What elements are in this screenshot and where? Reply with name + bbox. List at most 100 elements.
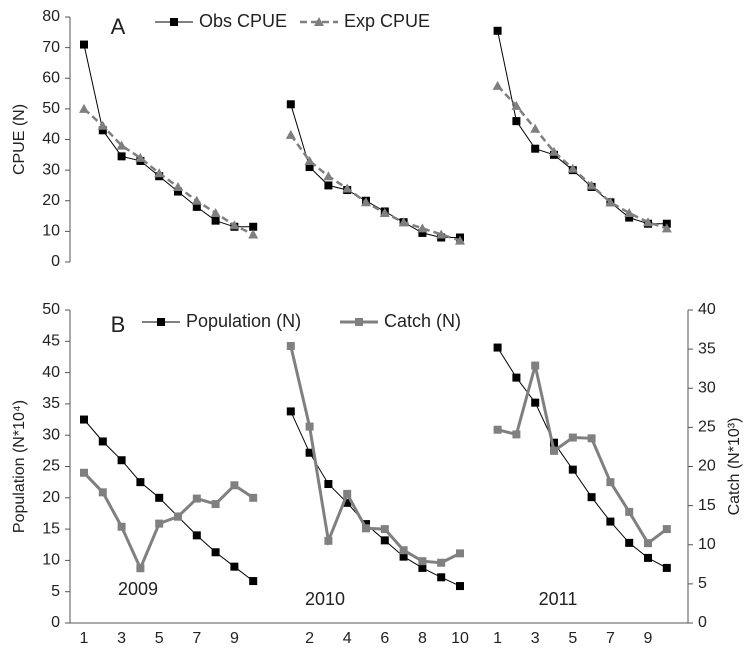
y-tick-label: 10 — [42, 223, 60, 240]
marker — [512, 430, 521, 439]
marker — [380, 536, 389, 545]
marker — [437, 558, 446, 567]
marker — [304, 155, 315, 165]
marker — [380, 525, 389, 534]
marker — [355, 318, 363, 326]
y2-tick-label: 20 — [698, 458, 716, 475]
marker — [568, 465, 577, 474]
y-tick-label: 80 — [42, 8, 60, 25]
marker — [230, 562, 239, 571]
y-axis-label: CPUE (N) — [11, 104, 28, 175]
marker — [587, 434, 596, 443]
marker — [530, 123, 541, 133]
x-tick-label: 2 — [305, 630, 314, 647]
y2-tick-label: 30 — [698, 379, 716, 396]
marker — [305, 448, 314, 457]
marker — [117, 522, 126, 531]
y2-tick-label: 0 — [698, 614, 707, 631]
marker — [661, 223, 672, 233]
y2-tick-label: 35 — [698, 340, 716, 357]
x-tick-label: 5 — [568, 630, 577, 647]
marker — [437, 573, 446, 582]
marker — [436, 229, 447, 239]
y2-tick-label: 10 — [698, 536, 716, 553]
marker — [229, 220, 240, 230]
marker — [192, 531, 201, 540]
x-tick-label: 7 — [192, 630, 201, 647]
marker — [456, 549, 464, 558]
marker — [211, 548, 220, 557]
marker — [80, 468, 88, 477]
marker — [342, 183, 353, 193]
marker — [531, 144, 540, 153]
marker — [210, 208, 221, 217]
marker — [116, 140, 127, 150]
y-tick-label: 50 — [42, 100, 60, 117]
legend-label: Population (N) — [186, 311, 301, 331]
marker — [135, 152, 146, 162]
x-tick-label: 1 — [80, 630, 89, 647]
annotation: 2010 — [305, 589, 345, 609]
marker — [492, 80, 503, 90]
marker — [362, 524, 370, 533]
marker — [211, 500, 220, 509]
marker — [512, 117, 521, 126]
marker — [117, 456, 126, 465]
legend-label: Obs CPUE — [199, 11, 287, 31]
y-tick-label: 20 — [42, 489, 60, 506]
marker — [343, 498, 352, 507]
marker — [662, 563, 671, 572]
series-line — [82, 345, 668, 572]
marker — [531, 398, 540, 407]
marker — [248, 229, 259, 239]
marker — [324, 181, 333, 190]
marker — [192, 202, 201, 211]
legend-label: Exp CPUE — [344, 11, 430, 31]
marker — [379, 208, 390, 217]
x-tick-label: 10 — [451, 630, 469, 647]
y-tick-label: 10 — [42, 552, 60, 569]
marker — [418, 563, 427, 572]
x-tick-label: 7 — [606, 630, 615, 647]
y-tick-label: 45 — [42, 333, 60, 350]
annotation: B — [111, 312, 126, 337]
marker — [249, 222, 258, 231]
marker — [286, 341, 295, 350]
marker — [643, 217, 653, 227]
marker — [455, 235, 465, 245]
marker — [155, 519, 164, 528]
marker — [305, 163, 314, 172]
marker — [550, 446, 558, 455]
marker — [117, 152, 126, 161]
marker — [98, 437, 107, 446]
marker — [625, 213, 634, 222]
marker — [398, 217, 409, 227]
annotation: A — [111, 14, 126, 39]
y-tick-label: 40 — [42, 131, 60, 148]
y2-tick-label: 25 — [698, 419, 716, 436]
x-tick-label: 8 — [418, 630, 427, 647]
marker — [606, 478, 615, 487]
marker — [568, 433, 577, 442]
x-tick-label: 3 — [531, 630, 540, 647]
marker — [625, 538, 634, 547]
marker — [249, 493, 258, 502]
x-tick-label: 1 — [493, 630, 502, 647]
marker — [136, 564, 145, 573]
marker — [644, 539, 652, 548]
marker — [418, 557, 427, 566]
marker — [361, 197, 371, 207]
x-tick-label: 4 — [343, 630, 352, 647]
marker — [98, 126, 107, 135]
marker — [567, 163, 578, 173]
y2-tick-label: 5 — [698, 575, 707, 592]
y2-tick-label: 40 — [698, 301, 716, 318]
marker — [170, 18, 178, 26]
marker — [606, 517, 615, 526]
x-tick-label: 5 — [155, 630, 164, 647]
marker — [79, 103, 89, 113]
marker — [399, 552, 408, 561]
marker — [80, 40, 88, 49]
y-tick-label: 0 — [51, 253, 60, 270]
